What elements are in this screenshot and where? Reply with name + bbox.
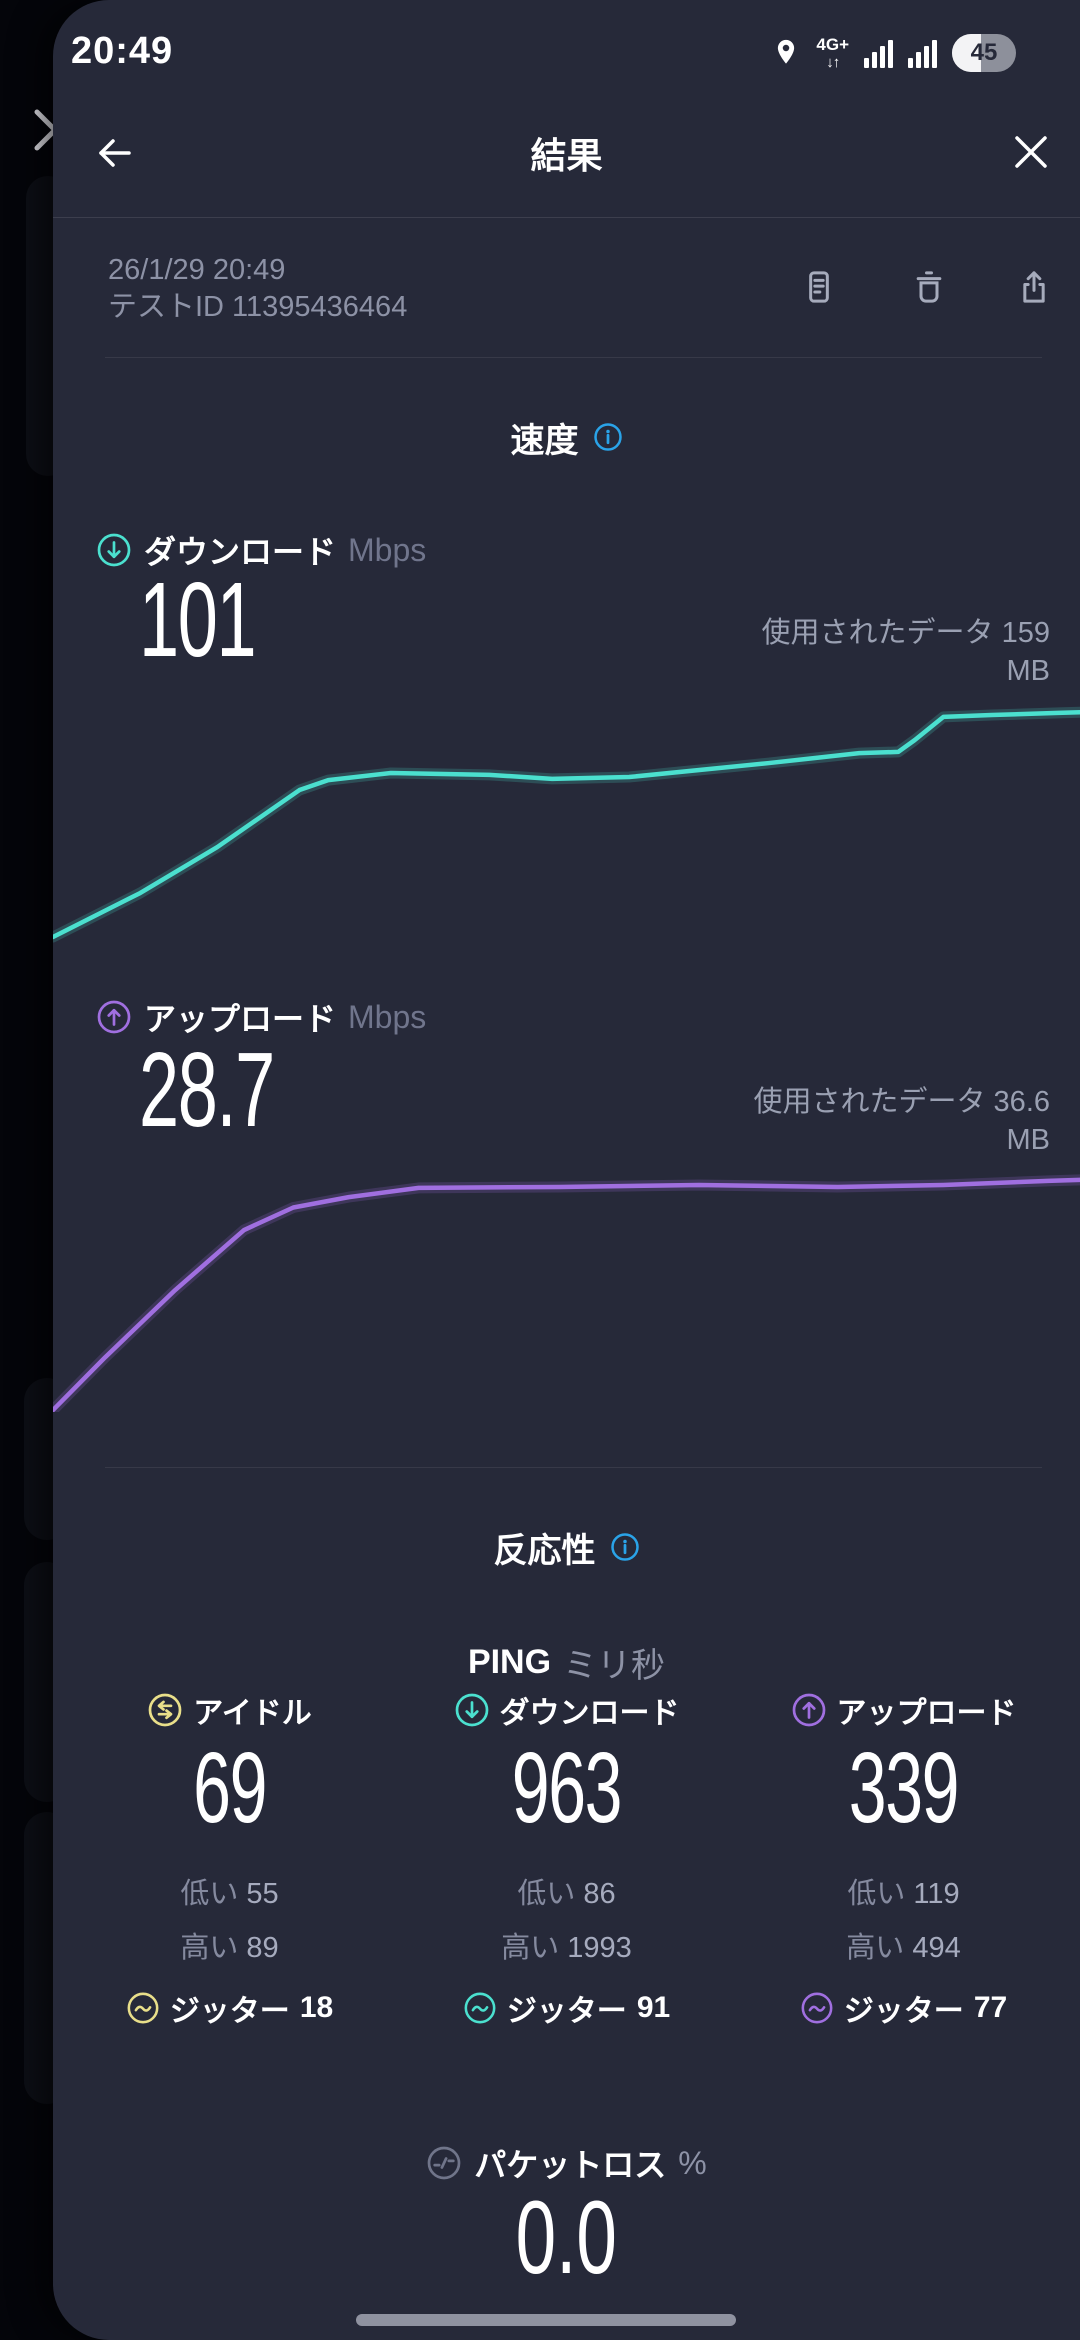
upload-data-used-unit: MB bbox=[1006, 1124, 1051, 1156]
upload-data-used-label: 使用されたデータ 36.6 bbox=[753, 1086, 1051, 1118]
download-metric-label: ダウンロード Mbps bbox=[96, 528, 426, 572]
result-note-icon bbox=[809, 271, 829, 303]
upload-circle-icon bbox=[792, 1693, 825, 1727]
responsiveness-info-button[interactable] bbox=[610, 1532, 640, 1562]
ping-heading: PING ミリ秒 bbox=[53, 1638, 1080, 1687]
share-icon bbox=[1023, 271, 1045, 303]
share-result-button[interactable] bbox=[1014, 267, 1054, 307]
download-data-used-unit: MB bbox=[1006, 655, 1051, 687]
download-circle-icon bbox=[97, 533, 131, 567]
upload-data-used: 使用されたデータ 36.6 MB bbox=[754, 1083, 1051, 1159]
test-datetime: 26/1/29 20:49 bbox=[108, 254, 286, 286]
jitter-icon bbox=[801, 1992, 833, 2024]
speed-section-heading: 速度 bbox=[53, 414, 1080, 460]
upload-ping-value: 339 bbox=[848, 1732, 960, 1844]
download-high-value: 1993 bbox=[567, 1932, 632, 1964]
statusbar-icons: 4G+ ↓↑ 45 bbox=[771, 30, 1016, 76]
upload-high-value: 494 bbox=[912, 1932, 961, 1964]
download-chart bbox=[53, 640, 1080, 950]
network-activity-arrows-icon: ↓↑ bbox=[826, 54, 840, 71]
packet-loss-value: 0.0 bbox=[515, 2180, 618, 2296]
ping-columns: アイドル 69 低い 55 高い 89 ジッター 18 ダウンロード 963 低い 8… bbox=[61, 1688, 1072, 2030]
upload-chart bbox=[53, 1170, 1080, 1412]
upload-high-label: 高い bbox=[846, 1932, 905, 1964]
back-button[interactable] bbox=[89, 127, 141, 179]
download-low-label: 低い bbox=[517, 1878, 576, 1910]
home-indicator[interactable] bbox=[356, 2314, 736, 2326]
packet-loss-icon bbox=[427, 2146, 461, 2180]
ping-label: PING bbox=[467, 1643, 552, 1681]
speed-info-button[interactable] bbox=[593, 422, 623, 452]
battery-fill-level bbox=[952, 34, 981, 72]
test-info: 26/1/29 20:49 テストID 11395436464 bbox=[108, 252, 407, 326]
battery-percent-label: 45 bbox=[970, 39, 998, 66]
upload-circle-icon bbox=[97, 1000, 131, 1034]
download-value: 101 bbox=[139, 561, 257, 679]
ping-unit: ミリ秒 bbox=[563, 1647, 666, 1685]
idle-high-value: 89 bbox=[246, 1932, 279, 1964]
download-ping-value: 963 bbox=[511, 1732, 623, 1844]
download-label: ダウンロード bbox=[144, 534, 337, 570]
idle-label: アイドル bbox=[193, 1697, 312, 1730]
page-title: 結果 bbox=[530, 135, 603, 176]
upload-value: 28.7 bbox=[139, 1031, 275, 1149]
signal-strength-icon-sim1 bbox=[864, 38, 893, 68]
idle-latency-icon bbox=[148, 1693, 182, 1727]
info-icon bbox=[593, 423, 622, 451]
upload-metric-label: アップロード Mbps bbox=[96, 995, 426, 1039]
download-jitter-value: 91 bbox=[636, 1991, 671, 2024]
idle-jitter-label: ジッター bbox=[169, 1995, 290, 2028]
download-ping-label: ダウンロード bbox=[499, 1697, 680, 1730]
ping-column-download: ダウンロード 963 低い 86 高い 1993 ジッター 91 bbox=[398, 1688, 735, 2030]
network-type-indicator: 4G+ ↓↑ bbox=[816, 36, 849, 70]
delete-result-button[interactable] bbox=[909, 267, 949, 307]
download-data-used-label: 使用されたデータ 159 bbox=[761, 617, 1050, 649]
idle-low-value: 55 bbox=[246, 1878, 279, 1910]
upload-ping-label: アップロード bbox=[836, 1697, 1017, 1730]
test-id: テストID 11395436464 bbox=[108, 291, 408, 323]
idle-ping-value: 69 bbox=[193, 1732, 267, 1844]
download-jitter-label: ジッター bbox=[506, 1995, 627, 2028]
trash-icon bbox=[916, 271, 942, 303]
responsiveness-heading-label: 反応性 bbox=[493, 1531, 596, 1570]
download-low-value: 86 bbox=[583, 1878, 616, 1910]
speedtest-result-panel: 20:49 4G+ ↓↑ 45 結果 bbox=[53, 0, 1080, 2340]
jitter-icon bbox=[127, 1992, 159, 2024]
signal-strength-icon-sim2 bbox=[908, 38, 937, 68]
info-icon bbox=[610, 1533, 639, 1561]
upload-low-label: 低い bbox=[847, 1878, 906, 1910]
download-circle-icon bbox=[455, 1693, 488, 1727]
upload-low-value: 119 bbox=[913, 1878, 960, 1910]
download-unit: Mbps bbox=[348, 531, 427, 568]
section-divider bbox=[105, 357, 1042, 358]
ping-column-idle: アイドル 69 低い 55 高い 89 ジッター 18 bbox=[61, 1688, 398, 2030]
jitter-icon bbox=[464, 1992, 496, 2024]
close-button[interactable] bbox=[1008, 129, 1054, 175]
battery-indicator: 45 bbox=[952, 34, 1016, 72]
ping-column-upload: アップロード 339 低い 119 高い 494 ジッター 77 bbox=[735, 1688, 1072, 2030]
close-icon bbox=[1015, 136, 1047, 168]
statusbar-clock: 20:49 bbox=[71, 30, 174, 72]
packet-loss-heading: パケットロス % bbox=[53, 2140, 1080, 2186]
result-details-button[interactable] bbox=[799, 267, 839, 307]
location-icon bbox=[771, 36, 801, 70]
idle-low-label: 低い bbox=[180, 1878, 239, 1910]
upload-label: アップロード bbox=[144, 1001, 337, 1037]
network-type-label: 4G+ bbox=[816, 35, 849, 54]
packet-loss-unit: % bbox=[678, 2144, 707, 2181]
idle-jitter-value: 18 bbox=[299, 1991, 334, 2024]
download-high-label: 高い bbox=[501, 1932, 560, 1964]
responsiveness-section-heading: 反応性 bbox=[53, 1524, 1080, 1570]
section-divider bbox=[105, 1467, 1042, 1468]
header-divider bbox=[53, 217, 1080, 218]
upload-jitter-label: ジッター bbox=[843, 1995, 964, 2028]
upload-unit: Mbps bbox=[348, 998, 427, 1035]
speed-heading-label: 速度 bbox=[510, 421, 579, 460]
idle-high-label: 高い bbox=[180, 1932, 239, 1964]
packet-loss-label: パケットロス bbox=[474, 2147, 667, 2183]
download-data-used: 使用されたデータ 159 MB bbox=[762, 614, 1050, 690]
arrow-left-icon bbox=[99, 139, 131, 167]
upload-jitter-value: 77 bbox=[973, 1991, 1008, 2024]
